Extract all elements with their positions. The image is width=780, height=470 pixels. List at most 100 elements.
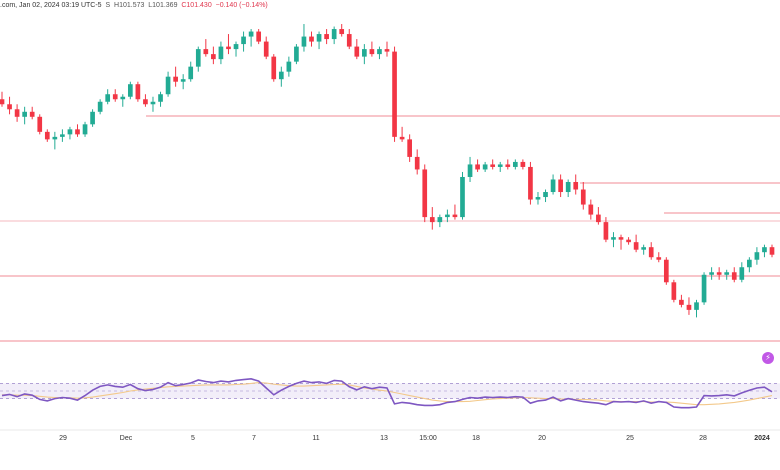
candle-body [596, 214, 601, 223]
candle-body [709, 272, 714, 275]
candle-body [150, 101, 156, 105]
candle-body [362, 49, 367, 57]
candle-body [29, 111, 35, 117]
candle-body [271, 56, 277, 80]
candle-body [626, 239, 631, 243]
candle-body [656, 257, 662, 260]
candle-body [97, 101, 103, 112]
candle-body [286, 61, 292, 72]
candle-body [241, 36, 246, 45]
candle-body [195, 49, 201, 67]
candle-body [671, 282, 677, 300]
candle-body [165, 76, 171, 95]
candle-body [452, 214, 458, 218]
candle-body [641, 247, 647, 250]
header-close: C101.430 [181, 2, 212, 9]
candle-body [67, 129, 73, 135]
candle-body [22, 111, 27, 117]
header-high: H101.573 [114, 2, 145, 9]
candle-body [414, 156, 420, 170]
candle-body [573, 181, 579, 190]
candle-body [535, 197, 541, 200]
candle-body [520, 161, 526, 167]
candle-body [158, 94, 163, 102]
x-tick-label: 18 [472, 435, 480, 442]
candle-body [565, 181, 571, 193]
candle-body [211, 54, 216, 60]
candle-body [724, 272, 730, 275]
candle-body [52, 136, 58, 140]
candle-body [528, 166, 533, 200]
candle-body [263, 41, 269, 57]
x-tick-label: 5 [191, 435, 195, 442]
candle-body [44, 131, 50, 140]
candle-body [445, 214, 450, 218]
candle-body [482, 164, 488, 170]
candle-body [75, 129, 80, 135]
candle-body [369, 49, 375, 55]
candle-body [180, 79, 186, 82]
candle-body [384, 49, 390, 52]
candle-body [769, 247, 775, 255]
candle-body [105, 94, 111, 102]
candle-body [37, 116, 43, 132]
candle-body [60, 134, 65, 137]
candle-body [497, 164, 503, 167]
x-tick-label: 11 [312, 435, 319, 442]
candle-body [747, 259, 752, 268]
candle-body [120, 96, 126, 100]
candle-body [0, 99, 5, 105]
candle-body [429, 217, 435, 223]
candle-body [739, 267, 745, 280]
candle-body [82, 124, 88, 135]
candle-body [550, 179, 556, 193]
candle-body [324, 34, 329, 40]
candle-body [558, 179, 563, 193]
candle-body [218, 46, 224, 60]
candle-body [490, 164, 496, 167]
candle-body [309, 36, 314, 42]
candle-body [611, 237, 616, 240]
candle-body [618, 237, 624, 240]
header-source: .com, Jan 02, 2024 03:19 UTC-5 [0, 2, 102, 9]
candle-body [173, 76, 178, 82]
candle-body [588, 204, 594, 215]
candle-body [686, 304, 692, 310]
candle-body [256, 31, 262, 42]
candle-body [762, 247, 767, 253]
candle-body [377, 49, 382, 55]
candle-body [679, 299, 684, 305]
candle-body [354, 46, 360, 57]
candle-body [603, 222, 609, 240]
candle-body [512, 161, 518, 167]
lightning-icon[interactable]: ⚡ [762, 352, 774, 364]
candle-body [301, 36, 307, 47]
oscillator-main-line [1, 377, 773, 409]
candle-body [648, 247, 654, 258]
candle-body [127, 84, 133, 97]
candle-body [754, 252, 760, 260]
x-tick-label: 13 [380, 435, 388, 442]
candle-body [694, 302, 699, 310]
candle-body [14, 109, 20, 117]
header-flag: S [105, 2, 111, 9]
candle-body [188, 66, 194, 80]
candle-body [392, 51, 397, 137]
candle-body [475, 164, 480, 170]
candle-body [294, 46, 299, 62]
candle-body [233, 44, 239, 50]
candle-body [346, 34, 352, 47]
x-tick-label: 7 [252, 435, 256, 442]
candle-body [90, 111, 95, 125]
candle-body [663, 259, 669, 283]
chart-header: .com, Jan 02, 2024 03:19 UTC-5 S H101.57… [0, 2, 268, 9]
candle-body [580, 189, 586, 205]
header-low: L101.369 [148, 2, 178, 9]
candle-body [278, 71, 284, 80]
x-tick-label: 15:00 [419, 435, 437, 442]
x-tick-label: Dec [120, 435, 133, 442]
candle-body [437, 217, 443, 223]
candle-body [731, 272, 737, 280]
